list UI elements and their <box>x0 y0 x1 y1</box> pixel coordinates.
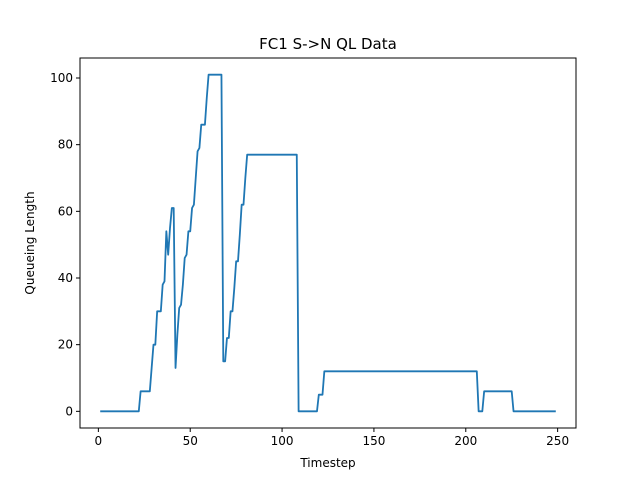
axis-ticks: 0 50 100 150 200 250 0 20 40 60 80 100 <box>50 71 569 448</box>
y-tick-label: 60 <box>58 204 73 218</box>
plot-area <box>100 73 556 413</box>
x-tick-label: 200 <box>454 434 477 448</box>
x-tick-label: 50 <box>183 434 198 448</box>
y-tick-label: 80 <box>58 138 73 152</box>
y-tick-label: 40 <box>58 271 73 285</box>
y-axis-label: Queueing Length <box>23 191 37 294</box>
series-line <box>100 73 556 413</box>
axes-frame <box>79 57 577 429</box>
x-axis-label: Timestep <box>299 456 355 470</box>
x-tick-label: 150 <box>362 434 385 448</box>
x-tick-label: 250 <box>546 434 569 448</box>
x-tick-label: 0 <box>95 434 103 448</box>
x-tick-label: 100 <box>271 434 294 448</box>
y-tick-label: 20 <box>58 338 73 352</box>
chart-title: FC1 S->N QL Data <box>259 35 397 53</box>
y-tick-label: 100 <box>50 71 73 85</box>
y-tick-label: 0 <box>65 404 73 418</box>
